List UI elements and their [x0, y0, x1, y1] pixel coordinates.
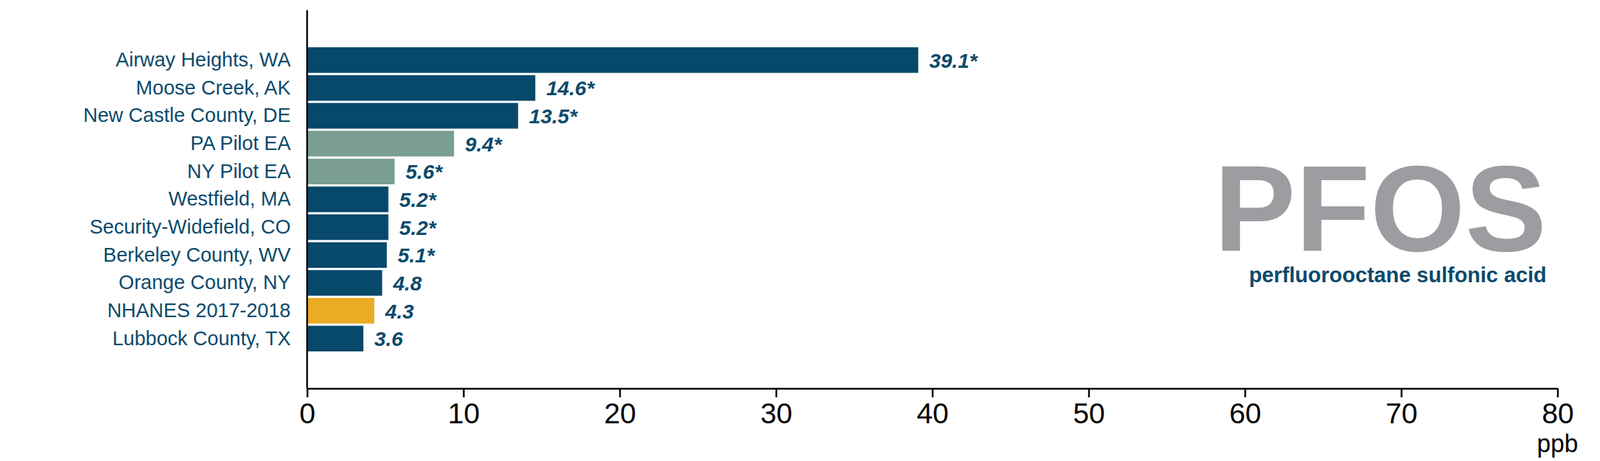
x-tick-mark — [619, 388, 622, 398]
x-tick-label: 20 — [603, 397, 637, 430]
y-tick: NHANES 2017-2018 — [106, 299, 291, 322]
x-tick-mark — [931, 388, 934, 398]
category-label: NY Pilot EA — [187, 160, 292, 183]
x-tick-mark — [1400, 388, 1403, 398]
y-tick: New Castle County, DE — [83, 104, 291, 127]
x-tick: 30 — [760, 388, 793, 430]
bar — [307, 47, 918, 73]
y-tick: Westfield, MA — [168, 187, 292, 210]
category-label: New Castle County, DE — [83, 104, 291, 127]
y-tick: Moose Creek, AK — [135, 76, 291, 99]
category-label: Airway Heights, WA — [115, 48, 292, 71]
x-tick-label: 60 — [1229, 397, 1262, 430]
x-tick-label: 40 — [916, 397, 949, 430]
y-tick: Berkeley County, WV — [103, 244, 292, 266]
x-tick-mark — [1556, 388, 1559, 398]
subtitle: perfluorooctane sulfonic acid — [1249, 263, 1547, 288]
data-label: 5.2* — [399, 188, 438, 212]
x-tick: 0 — [299, 388, 316, 430]
x-tick-label: 80 — [1541, 397, 1574, 430]
x-tick-label: 50 — [1072, 397, 1106, 430]
bars — [307, 47, 918, 352]
x-tick-mark — [1087, 388, 1090, 398]
x-tick-mark — [1244, 388, 1247, 398]
x-tick-label: 0 — [299, 397, 316, 430]
x-tick: 60 — [1229, 388, 1262, 430]
x-tick: 80 — [1541, 388, 1574, 430]
data-label: 39.1* — [928, 49, 978, 72]
y-axis-line — [306, 10, 309, 389]
x-tick-mark — [462, 388, 465, 398]
y-tick: NY Pilot EA — [187, 160, 292, 183]
category-label: NHANES 2017-2018 — [106, 299, 291, 322]
bar — [307, 270, 382, 296]
x-axis-title: ppb — [1536, 429, 1579, 458]
bar — [307, 159, 395, 185]
data-label: 4.8 — [392, 272, 422, 295]
title: PFOS — [1214, 140, 1547, 277]
x-tick: 20 — [603, 388, 637, 430]
y-tick: Airway Heights, WA — [115, 48, 292, 71]
x-tick-label: 10 — [447, 397, 480, 430]
data-label: 5.2* — [399, 216, 438, 240]
x-tick: 10 — [447, 388, 480, 430]
bar — [307, 242, 387, 269]
data-label: 5.6* — [405, 160, 444, 184]
bar — [307, 130, 454, 157]
data-labels: 39.1* 14.6* 13.5* 9.4* 5.6* 5.2* 5.2* 5.1* 4.8 4.… — [374, 49, 979, 351]
data-label: 14.6* — [546, 76, 596, 100]
x-tick: 70 — [1385, 388, 1418, 430]
category-label: Lubbock County, TX — [112, 327, 291, 350]
x-tick-mark — [775, 388, 778, 398]
x-tick-label: 70 — [1385, 397, 1418, 430]
data-label: 5.1* — [397, 244, 436, 267]
category-label: PA Pilot EA — [190, 132, 292, 155]
category-label: Moose Creek, AK — [135, 76, 291, 99]
category-label: Berkeley County, WV — [103, 244, 292, 266]
category-label: Orange County, NY — [118, 271, 291, 294]
y-tick: Security-Widefield, CO — [89, 215, 291, 238]
x-tick-label: 30 — [760, 397, 793, 430]
data-label: 4.3 — [384, 300, 415, 323]
bar — [307, 186, 389, 212]
category-label: Security-Widefield, CO — [89, 215, 291, 238]
chart: 39.1* 14.6* 13.5* 9.4* 5.6* 5.2* 5.2* 5.1* 4.8 4.… — [0, 0, 1600, 461]
bar — [307, 102, 519, 129]
bar — [307, 75, 536, 101]
bar — [307, 214, 389, 240]
data-label: 9.4* — [464, 132, 503, 156]
x-tick: 40 — [916, 388, 949, 430]
bar — [307, 298, 375, 324]
x-tick: 50 — [1072, 388, 1106, 430]
x-tick-mark — [306, 388, 309, 398]
data-label: 3.6 — [374, 327, 404, 351]
data-label: 13.5* — [529, 104, 578, 128]
y-tick: Lubbock County, TX — [112, 327, 291, 350]
y-tick: PA Pilot EA — [190, 132, 292, 155]
category-label: Westfield, MA — [168, 187, 292, 210]
x-axis: 0 10 20 30 40 50 60 70 80 — [299, 388, 1574, 430]
y-tick: Orange County, NY — [118, 271, 291, 294]
y-axis: Airway Heights, WA Moose Creek, AK New Cas… — [83, 48, 292, 350]
bar — [307, 326, 364, 352]
